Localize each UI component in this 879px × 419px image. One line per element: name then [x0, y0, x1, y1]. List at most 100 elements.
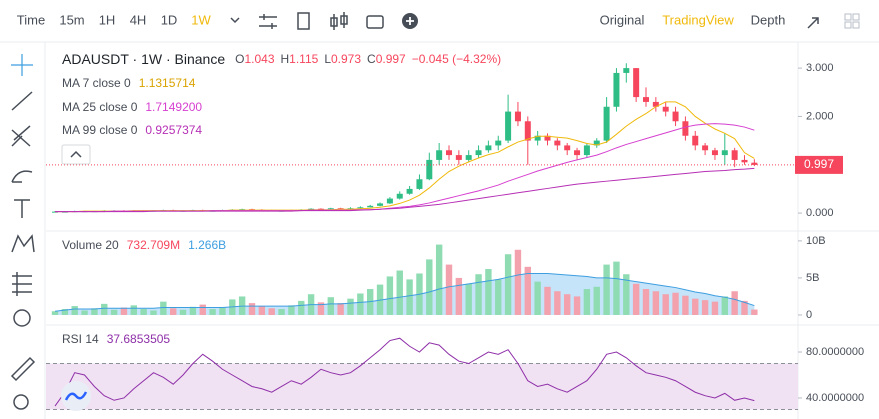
- volume-legend: Volume 20 732.709M 1.266B: [62, 238, 226, 252]
- crosshair-tool[interactable]: [11, 54, 33, 76]
- interval-tab[interactable]: 4H: [130, 12, 147, 27]
- volume-bar: [475, 274, 482, 315]
- y-tick-label: 0: [806, 309, 812, 321]
- grid-icon[interactable]: [844, 13, 852, 21]
- measure-tool[interactable]: [12, 272, 32, 296]
- volume-bar: [288, 305, 295, 315]
- grid-icon[interactable]: [852, 21, 860, 29]
- volume-bar: [632, 283, 640, 315]
- grid-icon[interactable]: [844, 21, 852, 29]
- pattern-tool[interactable]: [11, 234, 35, 253]
- interval-tab[interactable]: 1H: [99, 12, 116, 27]
- y-tick-label: 80.0000000: [806, 346, 864, 358]
- volume-bar: [61, 309, 69, 315]
- ruler-tool[interactable]: [10, 356, 36, 382]
- candle-body: [721, 150, 728, 156]
- ma-legend: MA 7 close 0 1.1315714: [62, 76, 196, 90]
- volume-bar: [426, 259, 433, 315]
- volume-bar: [613, 261, 620, 315]
- candle-icon[interactable]: [330, 12, 348, 30]
- rsi-name: RSI 14: [62, 332, 99, 346]
- brush-tool[interactable]: [11, 170, 33, 183]
- ma-value: 1.1315714: [139, 76, 196, 90]
- volume-bar: [741, 300, 748, 315]
- volume-bar: [396, 270, 403, 315]
- volume-bar: [623, 274, 630, 315]
- volume-value: 732.709M: [127, 238, 180, 252]
- rsi-line: [54, 337, 755, 407]
- candle-body: [327, 208, 334, 210]
- view-tab[interactable]: Original: [600, 12, 645, 27]
- fib-tool[interactable]: [11, 125, 31, 147]
- interval-tab[interactable]: 1D: [161, 12, 178, 27]
- expand-icon[interactable]: [807, 17, 819, 29]
- volume-bar: [150, 310, 157, 315]
- volume-bar: [140, 309, 147, 315]
- candle-body: [544, 135, 551, 141]
- ohlc-label: O: [235, 52, 244, 66]
- indicator-icon[interactable]: [297, 12, 310, 30]
- volume-bar: [317, 302, 325, 315]
- candle-body: [357, 207, 364, 209]
- volume-ma-line: [54, 272, 755, 312]
- line-tool[interactable]: [11, 91, 33, 111]
- settings-icon[interactable]: [259, 14, 277, 29]
- change: −0.045 (−4.32%): [412, 52, 501, 66]
- candle-body: [485, 145, 492, 151]
- plot-area: 0.0001.0002.0003.00005B10B40.000000080.0…: [46, 42, 879, 419]
- volume-bar: [248, 303, 256, 315]
- drawing-tools[interactable]: [10, 54, 36, 410]
- volume-bar: [347, 298, 354, 315]
- text-tool[interactable]: [14, 199, 30, 218]
- ohlc-value: 0.997: [376, 52, 406, 66]
- collapse-icon: [70, 150, 82, 158]
- collapse-button[interactable]: [61, 144, 91, 165]
- ma-legend: MA 25 close 0 1.7149200: [62, 100, 202, 114]
- interval-tab[interactable]: Time: [17, 12, 45, 27]
- candle-body: [367, 205, 374, 208]
- volume-bar: [731, 291, 738, 315]
- view-tab[interactable]: TradingView: [662, 12, 734, 27]
- candle-body: [574, 150, 581, 156]
- candle-body: [416, 179, 423, 189]
- toolbar-icons[interactable]: [230, 12, 860, 30]
- volume-bar: [91, 308, 98, 315]
- candle-body: [377, 203, 384, 206]
- candle-body: [731, 150, 738, 160]
- ma-name: MA 7 close 0: [62, 76, 131, 90]
- candle-body: [682, 121, 689, 136]
- emoji-tool[interactable]: [13, 309, 31, 327]
- volume-bar: [81, 310, 88, 315]
- candle-body: [643, 97, 649, 102]
- volume-bar: [435, 244, 443, 315]
- volume-ma-value: 1.266B: [188, 238, 226, 252]
- interval-tab[interactable]: 15m: [59, 12, 84, 27]
- dropdown-icon[interactable]: [230, 17, 240, 24]
- grid-icon[interactable]: [852, 13, 860, 21]
- volume-bar: [465, 283, 472, 315]
- candle-body: [751, 162, 758, 165]
- volume-bar: [51, 311, 59, 315]
- volume-bar: [110, 309, 118, 315]
- view-tab[interactable]: Depth: [751, 12, 786, 27]
- volume-bar: [573, 296, 581, 315]
- camera-icon[interactable]: [366, 15, 384, 29]
- symbol: ADAUSDT · 1W · Binance: [62, 51, 225, 67]
- candle-body: [514, 111, 521, 122]
- intervals[interactable]: Time 15m 1H 4H 1D 1W: [17, 12, 212, 27]
- volume-bar: [751, 309, 758, 315]
- volume-bar: [327, 297, 334, 315]
- candle-body: [711, 150, 718, 156]
- volume-bar: [130, 305, 137, 315]
- ohlc-value: 1.043: [244, 52, 274, 66]
- volume-bar: [445, 264, 453, 315]
- interval-tab[interactable]: 1W: [191, 12, 211, 27]
- zoom-tool[interactable]: [13, 394, 29, 410]
- ma-name: MA 25 close 0: [62, 100, 138, 114]
- candle-body: [524, 121, 531, 141]
- candle-body: [455, 155, 462, 160]
- y-tick-label: 0.000: [806, 207, 834, 219]
- ohlc-label: H: [281, 52, 290, 66]
- y-tick-label: 5B: [806, 272, 819, 284]
- view-tabs[interactable]: Original TradingView Depth: [600, 12, 786, 27]
